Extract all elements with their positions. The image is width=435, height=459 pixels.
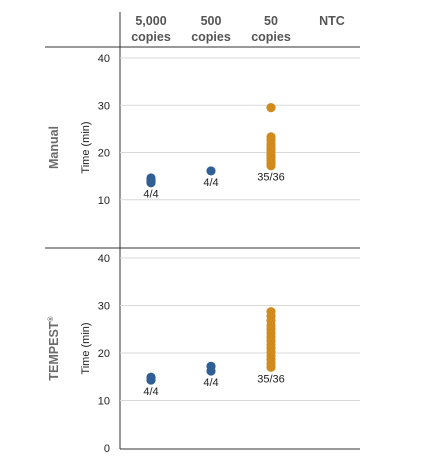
panel-tempest: 0 10 20 30 40 Time (min) TEMPEST® 4/4 4/4 35/36 [47,253,360,455]
chart-panels: 10 20 30 40 Time (min) Manual 4/4 4/4 35/36 0 10 20… [47,53,360,455]
column-header-line1: 50 [264,14,278,28]
column-header-line1: NTC [319,14,345,28]
detection-annotation: 4/4 [203,177,218,189]
panel-label: Manual [47,126,61,169]
detection-annotation: 4/4 [143,386,158,398]
y-axis-label: Time (min) [80,322,92,374]
y-tick-label: 10 [98,195,110,207]
detection-annotation: 35/36 [257,373,285,385]
chart-frame [45,12,360,450]
y-tick-label: 40 [98,253,110,265]
y-tick-label: 0 [104,443,110,455]
y-tick-label: 20 [98,348,110,360]
column-header-line2: copies [191,30,231,44]
column-header-line1: 500 [201,14,222,28]
data-point [206,361,216,371]
panel-label: TEMPEST® [47,316,61,381]
data-point [266,103,276,113]
column-header-line1: 5,000 [135,14,166,28]
y-tick-label: 20 [98,148,110,160]
y-axis-label: Time (min) [80,121,92,173]
data-point [146,173,156,183]
y-tick-label: 40 [98,53,110,65]
y-tick-label: 30 [98,301,110,313]
y-tick-label: 30 [98,100,110,112]
column-headers: 5,000 copies 500 copies 50 copies NTC [131,14,345,44]
data-point [206,166,216,176]
column-header-line2: copies [251,30,291,44]
detection-annotation: 35/36 [257,172,285,184]
data-point [266,132,276,142]
detection-annotation: 4/4 [143,189,158,201]
panel-label-text: TEMPEST [47,321,61,380]
panel-manual: 10 20 30 40 Time (min) Manual 4/4 4/4 35/36 [47,53,360,207]
column-header-line2: copies [131,30,171,44]
data-point [266,307,276,317]
detection-annotation: 4/4 [203,377,218,389]
y-tick-label: 10 [98,396,110,408]
panel-label-text: Manual [47,126,61,169]
panel-label-superscript: ® [47,316,55,322]
data-point [146,372,156,382]
